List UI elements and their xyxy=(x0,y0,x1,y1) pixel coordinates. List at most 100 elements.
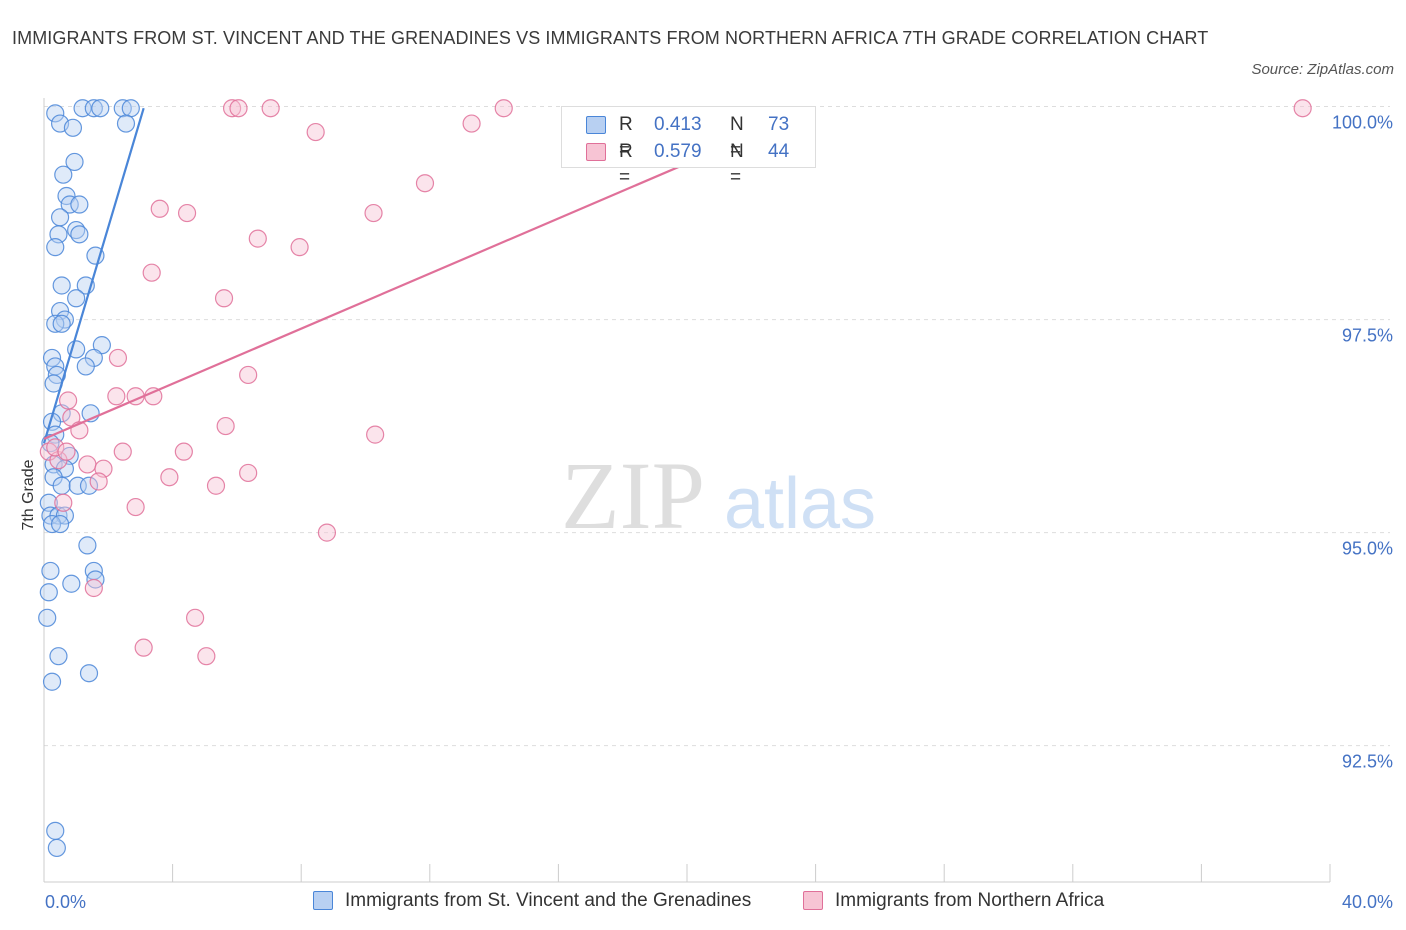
source-label: Source: ZipAtlas.com xyxy=(1251,61,1394,78)
y-tick-label: 97.5% xyxy=(1342,326,1393,346)
data-point-northern-africa xyxy=(1293,99,1312,118)
data-point-st-vincent xyxy=(47,838,66,858)
data-point-st-vincent xyxy=(62,574,81,593)
data-point-northern-africa xyxy=(54,493,73,512)
data-point-northern-africa xyxy=(126,497,145,517)
data-point-st-vincent xyxy=(67,289,86,308)
data-point-northern-africa xyxy=(317,523,337,542)
data-point-northern-africa xyxy=(229,99,248,118)
data-point-st-vincent xyxy=(39,583,58,602)
chart-title: IMMIGRANTS FROM ST. VINCENT AND THE GREN… xyxy=(12,28,1209,48)
y-tick-labels: 92.5% 95.0% 97.5% 100.0% xyxy=(1332,113,1393,772)
data-point-st-vincent xyxy=(52,476,71,495)
data-point-northern-africa xyxy=(46,438,65,457)
data-point-st-vincent xyxy=(86,246,105,265)
bottom-legend-swatch-pink xyxy=(803,891,823,910)
watermark: ZIP atlas xyxy=(561,442,876,549)
data-points xyxy=(38,99,1312,858)
legend-n-label: N = xyxy=(730,141,744,188)
data-point-northern-africa xyxy=(261,99,280,118)
data-point-northern-africa xyxy=(78,455,97,474)
data-point-northern-africa xyxy=(174,442,193,461)
legend-r-value: 0.413 xyxy=(654,114,702,135)
y-tick-label: 92.5% xyxy=(1342,752,1393,772)
data-point-northern-africa xyxy=(216,416,235,436)
data-point-st-vincent xyxy=(46,238,65,257)
data-point-northern-africa xyxy=(113,442,132,461)
data-point-northern-africa xyxy=(57,442,76,461)
data-point-st-vincent xyxy=(76,357,95,376)
data-point-st-vincent xyxy=(116,114,136,133)
data-point-northern-africa xyxy=(160,468,179,487)
data-point-st-vincent xyxy=(70,225,89,244)
data-point-northern-africa xyxy=(248,229,267,248)
data-point-st-vincent xyxy=(49,647,68,666)
y-axis-label: 7th Grade xyxy=(20,459,37,530)
data-point-st-vincent xyxy=(70,195,89,214)
data-point-northern-africa xyxy=(134,638,153,657)
data-point-northern-africa xyxy=(306,122,325,142)
data-point-northern-africa xyxy=(494,99,513,118)
data-point-northern-africa xyxy=(239,365,258,385)
bottom-legend-label: Immigrants from St. Vincent and the Gren… xyxy=(345,890,752,911)
axes xyxy=(43,98,1331,883)
data-point-northern-africa xyxy=(150,199,169,218)
data-point-st-vincent xyxy=(84,99,103,118)
data-point-st-vincent xyxy=(50,208,70,227)
data-point-st-vincent xyxy=(79,476,99,495)
data-point-st-vincent xyxy=(50,514,70,534)
data-point-northern-africa xyxy=(89,472,108,491)
data-point-northern-africa xyxy=(142,263,161,282)
bottom-legend-swatch-blue xyxy=(313,891,333,910)
data-point-st-vincent xyxy=(41,561,60,581)
data-point-st-vincent xyxy=(60,195,79,214)
data-point-st-vincent xyxy=(63,118,83,137)
bottom-legend-label: Immigrants from Northern Africa xyxy=(835,890,1105,911)
data-point-northern-africa xyxy=(239,463,258,483)
y-tick-label: 95.0% xyxy=(1342,539,1393,559)
legend-swatch-blue xyxy=(586,116,606,134)
data-point-northern-africa xyxy=(364,203,383,223)
data-point-northern-africa xyxy=(186,608,205,627)
data-point-st-vincent xyxy=(46,821,65,840)
data-point-northern-africa xyxy=(108,348,128,368)
legend-swatch-pink xyxy=(586,143,606,161)
data-point-st-vincent xyxy=(67,340,86,359)
data-point-northern-africa xyxy=(462,114,481,133)
data-point-st-vincent xyxy=(54,165,73,184)
data-point-st-vincent xyxy=(52,276,71,295)
data-point-northern-africa xyxy=(366,425,385,444)
data-point-northern-africa xyxy=(59,391,78,410)
data-point-northern-africa xyxy=(197,647,216,666)
data-point-st-vincent xyxy=(46,104,65,123)
legend-r-value: 0.579 xyxy=(654,141,702,162)
data-point-northern-africa xyxy=(177,203,197,223)
data-point-st-vincent xyxy=(79,664,99,683)
data-point-northern-africa xyxy=(290,238,309,257)
data-point-northern-africa xyxy=(84,578,103,598)
data-point-st-vincent xyxy=(121,99,140,118)
data-point-northern-africa xyxy=(222,99,242,118)
data-point-st-vincent xyxy=(42,672,62,691)
grid-lines xyxy=(44,106,1390,747)
data-point-northern-africa xyxy=(107,387,126,406)
watermark-atlas: atlas xyxy=(724,464,876,544)
x-tick-min: 0.0% xyxy=(45,892,86,912)
legend-r-label: R = xyxy=(619,141,633,188)
legend-n-value: 73 xyxy=(768,114,790,135)
data-point-st-vincent xyxy=(65,152,84,172)
data-point-northern-africa xyxy=(214,289,234,308)
data-point-st-vincent xyxy=(78,536,97,555)
data-point-st-vincent xyxy=(46,314,65,333)
stats-legend: R = 0.413 N = 73 R = 0.579 N = 44 xyxy=(561,106,816,188)
data-point-northern-africa xyxy=(206,476,226,495)
data-point-st-vincent xyxy=(92,336,111,355)
data-point-st-vincent xyxy=(52,314,71,333)
x-tick-max: 40.0% xyxy=(1342,892,1393,912)
data-point-northern-africa xyxy=(415,174,435,193)
trend-line-st-vincent xyxy=(42,107,145,444)
y-tick-label: 100.0% xyxy=(1332,113,1393,133)
data-point-st-vincent xyxy=(91,99,110,118)
watermark-zip: ZIP xyxy=(561,442,705,549)
